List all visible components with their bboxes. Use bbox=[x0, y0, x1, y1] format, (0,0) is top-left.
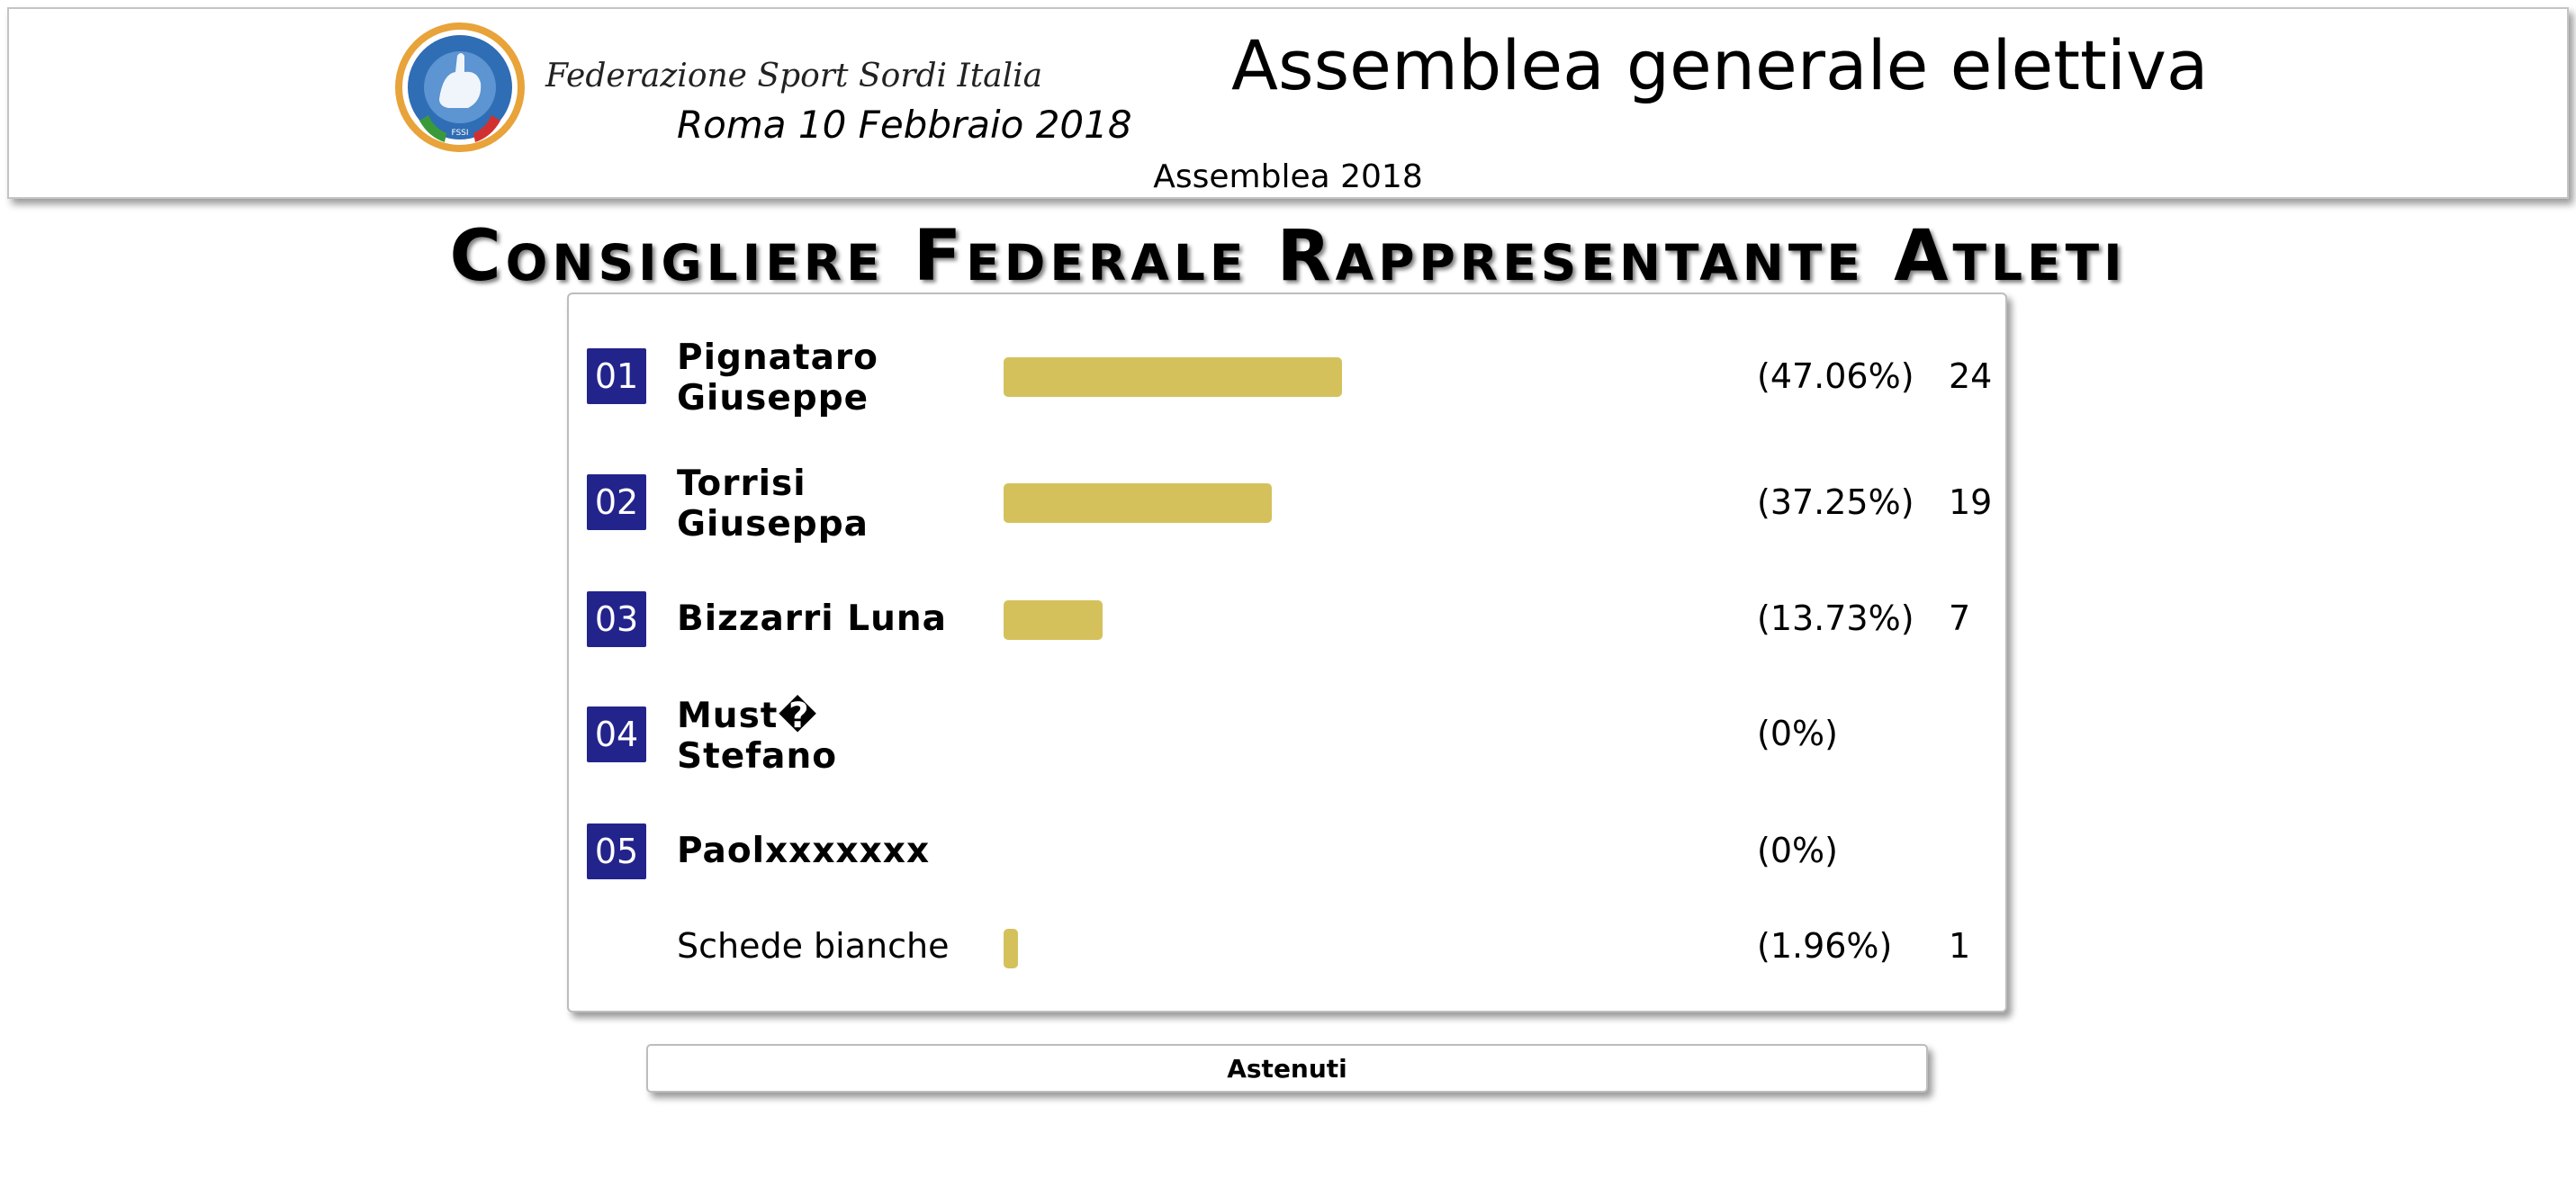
vote-count: 24 bbox=[1949, 356, 1993, 396]
vote-bar bbox=[1004, 483, 1272, 523]
candidate-name: Paolxxxxxxx bbox=[677, 831, 931, 871]
candidate-name: Pignataro Giuseppe bbox=[677, 338, 878, 418]
vote-percent: (13.73%) bbox=[1757, 598, 1914, 638]
blank-ballots-label: Schede bianche bbox=[677, 926, 950, 966]
vote-percent: (47.06%) bbox=[1757, 356, 1914, 396]
vote-bar bbox=[1004, 929, 1018, 968]
candidate-name: Torrisi Giuseppa bbox=[677, 464, 869, 544]
candidate-name: Bizzarri Luna bbox=[677, 598, 947, 639]
vote-bar bbox=[1004, 600, 1103, 640]
candidate-number-badge: 01 bbox=[587, 348, 646, 404]
vote-count: 1 bbox=[1949, 926, 1971, 966]
results-panel: 01 Pignataro Giuseppe (47.06%) 24 02 Tor… bbox=[567, 292, 2007, 1012]
assembly-label: Assemblea 2018 bbox=[1153, 158, 1423, 195]
event-title: Assemblea generale elettiva bbox=[1231, 25, 2209, 105]
vote-percent: (1.96%) bbox=[1757, 926, 1893, 966]
abstain-button[interactable]: Astenuti bbox=[646, 1044, 1928, 1093]
candidate-name: Must� Stefano bbox=[677, 696, 838, 777]
candidate-number-badge: 05 bbox=[587, 824, 646, 879]
org-name: Federazione Sport Sordi Italia bbox=[545, 58, 1043, 94]
svg-text:FSSI: FSSI bbox=[451, 129, 468, 138]
vote-bar bbox=[1004, 357, 1343, 397]
candidate-number-badge: 04 bbox=[587, 706, 646, 762]
vote-count: 7 bbox=[1949, 598, 1971, 638]
event-date: Roma 10 Febbraio 2018 bbox=[677, 103, 1132, 147]
vote-percent: (0%) bbox=[1757, 831, 1838, 870]
candidate-number-badge: 02 bbox=[587, 474, 646, 530]
header-panel: FSSI Federazione Sport Sordi Italia Roma… bbox=[7, 7, 2569, 199]
vote-count: 19 bbox=[1949, 482, 1993, 522]
candidate-number-badge: 03 bbox=[587, 591, 646, 647]
section-title: Consigliere Federale Rappresentante Atle… bbox=[449, 216, 2127, 297]
vote-percent: (37.25%) bbox=[1757, 482, 1914, 522]
vote-percent: (0%) bbox=[1757, 714, 1838, 753]
fssi-logo: FSSI bbox=[395, 22, 525, 152]
